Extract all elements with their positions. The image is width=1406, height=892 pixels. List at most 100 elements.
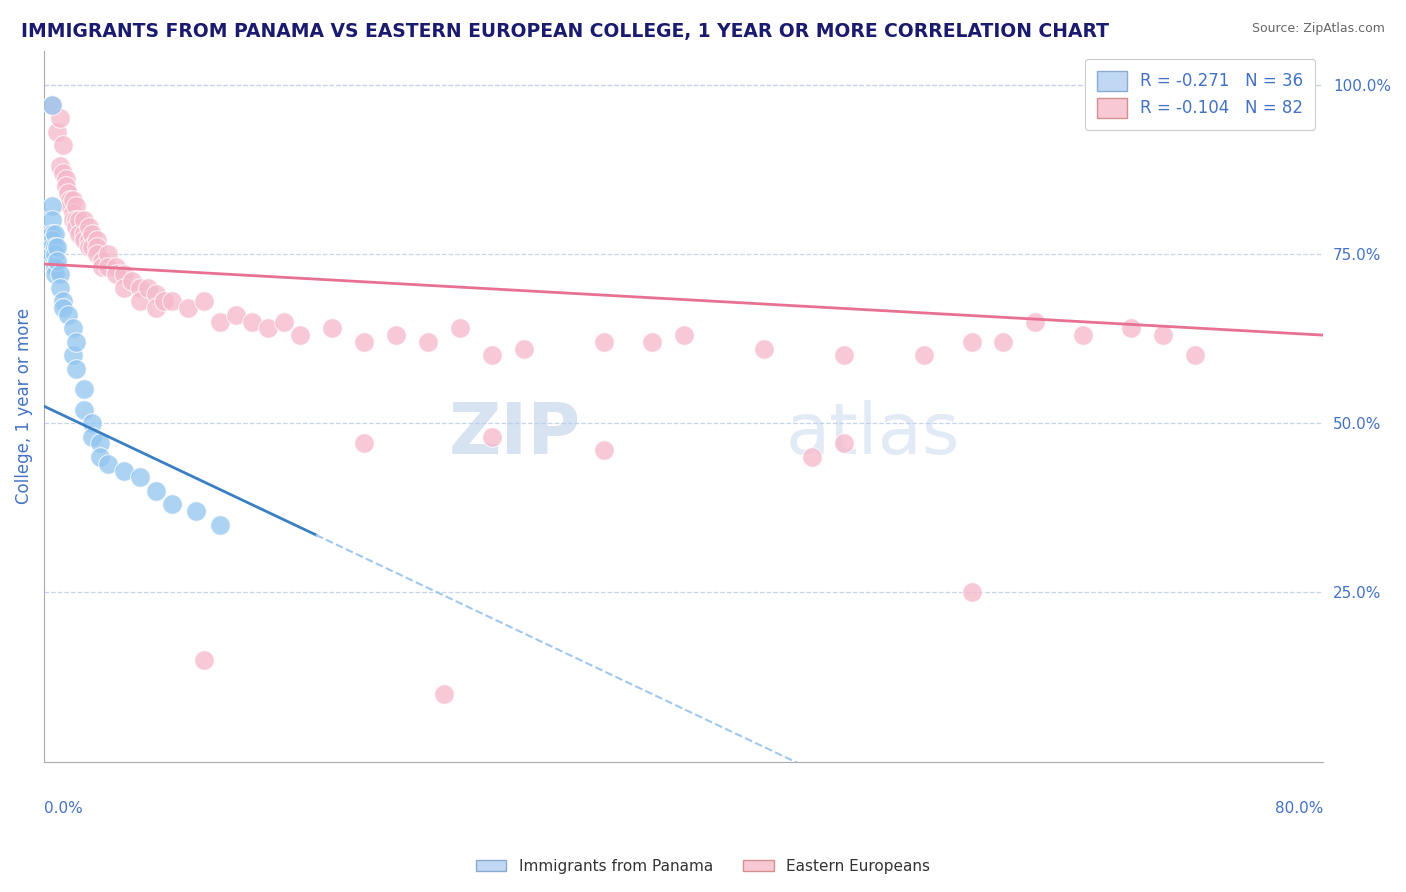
Point bbox=[41, 233, 63, 247]
Text: atlas: atlas bbox=[786, 401, 960, 469]
Point bbox=[49, 267, 72, 281]
Point bbox=[385, 328, 408, 343]
Point bbox=[45, 125, 67, 139]
Point bbox=[67, 227, 90, 241]
Point bbox=[416, 334, 439, 349]
Point bbox=[86, 247, 108, 261]
Point bbox=[52, 138, 75, 153]
Point bbox=[65, 334, 87, 349]
Point bbox=[129, 281, 152, 295]
Legend: Immigrants from Panama, Eastern Europeans: Immigrants from Panama, Eastern European… bbox=[470, 853, 936, 880]
Point bbox=[77, 233, 100, 247]
Point bbox=[44, 227, 66, 241]
Point bbox=[62, 321, 84, 335]
Point bbox=[80, 416, 103, 430]
Point bbox=[52, 301, 75, 315]
Point bbox=[41, 98, 63, 112]
Point bbox=[44, 240, 66, 254]
Point bbox=[1152, 328, 1174, 343]
Point bbox=[240, 315, 263, 329]
Point bbox=[89, 450, 111, 464]
Point bbox=[77, 219, 100, 234]
Point bbox=[136, 281, 159, 295]
Point bbox=[65, 362, 87, 376]
Point bbox=[912, 348, 935, 362]
Point bbox=[129, 294, 152, 309]
Point bbox=[208, 517, 231, 532]
Point bbox=[73, 382, 96, 396]
Point bbox=[59, 193, 82, 207]
Point bbox=[592, 443, 614, 458]
Point bbox=[960, 334, 983, 349]
Point bbox=[55, 179, 77, 194]
Point bbox=[449, 321, 471, 335]
Point bbox=[112, 267, 135, 281]
Point bbox=[41, 98, 63, 112]
Point bbox=[153, 294, 176, 309]
Point bbox=[105, 267, 128, 281]
Point bbox=[62, 348, 84, 362]
Point bbox=[49, 281, 72, 295]
Point bbox=[433, 687, 456, 701]
Point bbox=[97, 457, 120, 471]
Text: Source: ZipAtlas.com: Source: ZipAtlas.com bbox=[1251, 22, 1385, 36]
Point bbox=[62, 206, 84, 220]
Point bbox=[257, 321, 280, 335]
Point bbox=[353, 334, 375, 349]
Legend: R = -0.271   N = 36, R = -0.104   N = 82: R = -0.271 N = 36, R = -0.104 N = 82 bbox=[1085, 59, 1315, 129]
Point bbox=[145, 483, 167, 498]
Point bbox=[44, 260, 66, 275]
Point bbox=[1121, 321, 1143, 335]
Point bbox=[513, 342, 536, 356]
Point bbox=[960, 585, 983, 599]
Point bbox=[592, 334, 614, 349]
Point bbox=[56, 308, 79, 322]
Point bbox=[993, 334, 1015, 349]
Point bbox=[86, 233, 108, 247]
Point bbox=[184, 504, 207, 518]
Point bbox=[62, 193, 84, 207]
Point bbox=[62, 213, 84, 227]
Point bbox=[145, 301, 167, 315]
Point bbox=[65, 213, 87, 227]
Point bbox=[49, 159, 72, 173]
Point bbox=[353, 436, 375, 450]
Point bbox=[41, 247, 63, 261]
Point bbox=[160, 498, 183, 512]
Point bbox=[97, 247, 120, 261]
Point bbox=[67, 213, 90, 227]
Point bbox=[1073, 328, 1095, 343]
Point bbox=[800, 450, 823, 464]
Point bbox=[288, 328, 311, 343]
Point bbox=[56, 186, 79, 200]
Point bbox=[80, 227, 103, 241]
Point bbox=[89, 436, 111, 450]
Point bbox=[160, 294, 183, 309]
Point bbox=[73, 213, 96, 227]
Point bbox=[641, 334, 664, 349]
Point bbox=[77, 240, 100, 254]
Point bbox=[105, 260, 128, 275]
Point bbox=[97, 260, 120, 275]
Point bbox=[45, 253, 67, 268]
Point bbox=[129, 470, 152, 484]
Point bbox=[832, 436, 855, 450]
Point bbox=[481, 430, 503, 444]
Point bbox=[41, 199, 63, 213]
Text: IMMIGRANTS FROM PANAMA VS EASTERN EUROPEAN COLLEGE, 1 YEAR OR MORE CORRELATION C: IMMIGRANTS FROM PANAMA VS EASTERN EUROPE… bbox=[21, 22, 1109, 41]
Point bbox=[52, 165, 75, 179]
Text: 80.0%: 80.0% bbox=[1275, 801, 1323, 816]
Point bbox=[52, 294, 75, 309]
Point bbox=[73, 233, 96, 247]
Point bbox=[45, 240, 67, 254]
Point bbox=[90, 260, 112, 275]
Point bbox=[481, 348, 503, 362]
Point bbox=[208, 315, 231, 329]
Point bbox=[65, 199, 87, 213]
Point bbox=[41, 227, 63, 241]
Point bbox=[832, 348, 855, 362]
Point bbox=[177, 301, 200, 315]
Point bbox=[44, 267, 66, 281]
Y-axis label: College, 1 year or more: College, 1 year or more bbox=[15, 308, 32, 504]
Point bbox=[225, 308, 247, 322]
